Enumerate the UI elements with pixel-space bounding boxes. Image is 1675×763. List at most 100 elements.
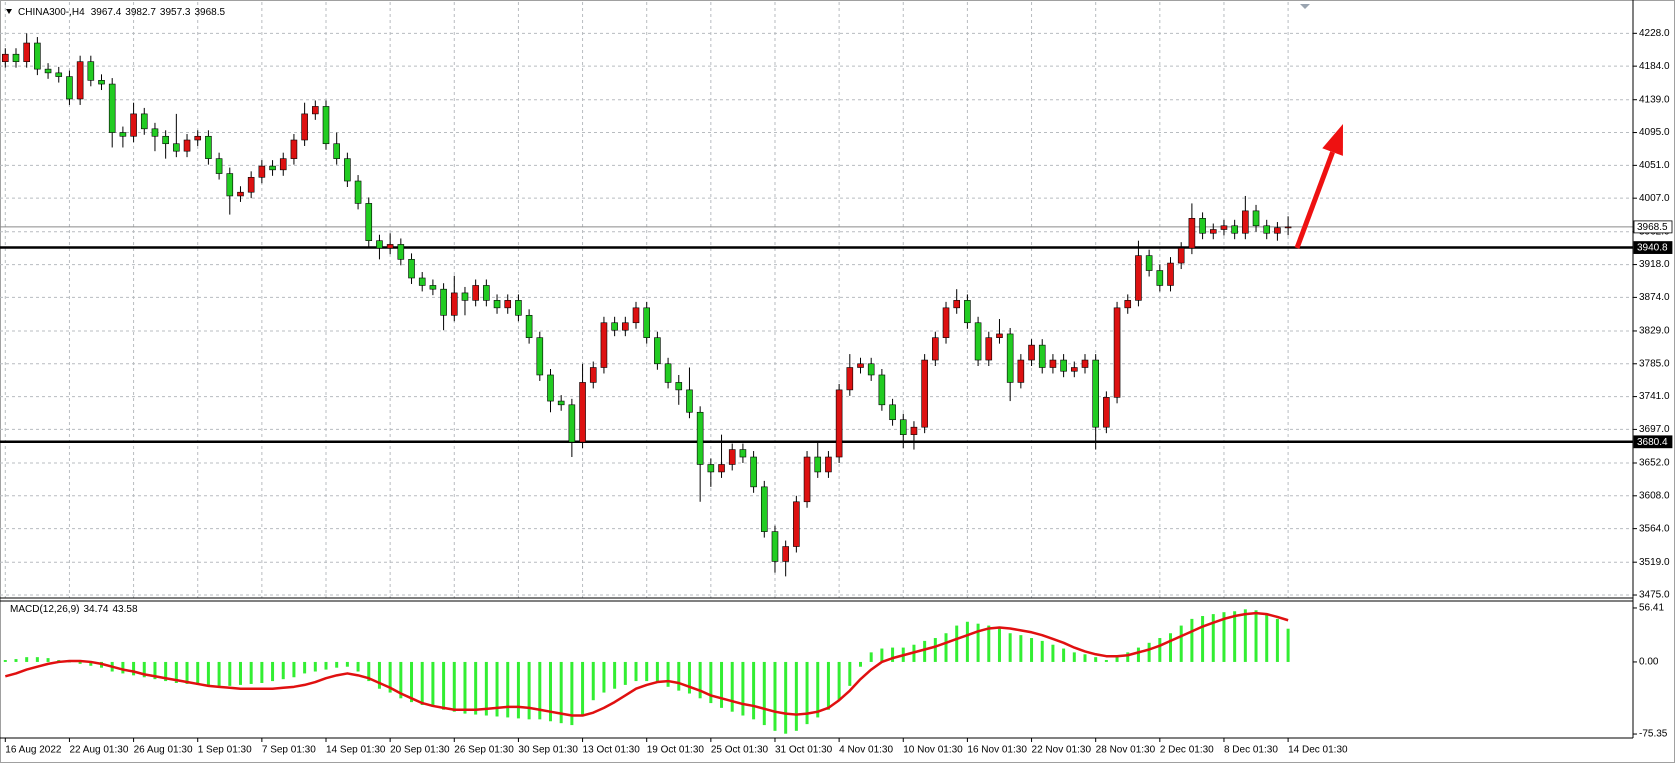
candle-body <box>130 113 137 137</box>
candle-body <box>397 244 405 260</box>
macd-bar <box>623 661 627 685</box>
x-tick-label: 26 Sep 01:30 <box>454 745 514 756</box>
candle-body <box>215 158 223 174</box>
arrow-head <box>1322 124 1343 156</box>
macd-bar <box>14 659 18 662</box>
candle-body <box>728 449 736 465</box>
macd-bar <box>859 661 862 667</box>
macd-bar <box>1190 618 1194 662</box>
macd-bar <box>1072 652 1076 662</box>
candle-body <box>1167 262 1174 286</box>
macd-bar <box>698 661 702 699</box>
macd-bar <box>238 661 242 685</box>
candle-body <box>483 285 490 301</box>
y-tick-label: 3741.0 <box>1639 391 1670 402</box>
macd-bar <box>613 661 617 689</box>
candle-body <box>376 240 383 249</box>
price-label: 3940.8 <box>1637 243 1668 254</box>
candle-body <box>985 337 993 361</box>
candle-body <box>771 531 779 562</box>
macd-bar <box>826 661 830 710</box>
candle-body <box>493 300 501 309</box>
y-tick-label: 3918.0 <box>1639 259 1670 270</box>
macd-bar <box>741 661 745 716</box>
y-tick-label: 3829.0 <box>1639 326 1670 337</box>
macd-bar <box>452 661 456 712</box>
macd-bar <box>591 661 595 701</box>
marks-layer <box>0 33 1633 734</box>
y-tick-label: 3785.0 <box>1639 358 1670 369</box>
macd-bar <box>687 661 691 694</box>
indicator-name: MACD(12,26,9) <box>10 604 79 615</box>
candle-body <box>12 53 20 62</box>
candle-body <box>386 244 394 249</box>
y-tick-label: 3519.0 <box>1639 557 1670 568</box>
candle-body <box>450 292 458 316</box>
x-tick-label: 13 Oct 01:30 <box>583 745 641 756</box>
candle-body <box>1092 359 1099 428</box>
candle-body <box>953 300 961 309</box>
macd-bar <box>527 661 531 720</box>
candle-body <box>1252 210 1260 227</box>
candle-body <box>247 176 255 193</box>
y-tick-label: 3652.0 <box>1639 458 1670 469</box>
candle-body <box>333 143 340 159</box>
candle-body <box>964 300 971 324</box>
macd-bar <box>762 661 766 726</box>
macd-bar <box>1265 614 1269 662</box>
candle-body <box>632 307 640 324</box>
candle-body <box>600 322 608 368</box>
x-tick-label: 26 Aug 01:30 <box>134 745 193 756</box>
macd-bar <box>997 628 1001 662</box>
candle-body <box>322 106 330 145</box>
x-tick-label: 20 Sep 01:30 <box>390 745 450 756</box>
macd-bar <box>1243 609 1247 662</box>
candle-body <box>418 277 426 286</box>
candle-body <box>835 389 843 458</box>
macd-bar <box>463 661 467 714</box>
macd-bar <box>1158 638 1162 662</box>
candle-body <box>793 501 800 547</box>
macd-bar <box>1136 647 1140 662</box>
x-tick-label: 28 Nov 01:30 <box>1096 745 1156 756</box>
macd-bar <box>794 661 798 731</box>
y-tick-label: 4095.0 <box>1639 127 1670 138</box>
candle-body <box>279 158 287 171</box>
macd-bar <box>773 661 777 731</box>
signal-value: 43.58 <box>113 604 138 615</box>
candle-body <box>782 546 789 562</box>
candle-body <box>707 464 715 473</box>
price-label-box <box>1633 241 1673 254</box>
shift-marker <box>1300 4 1310 9</box>
candle-body <box>1038 344 1046 368</box>
x-tick-label: 14 Dec 01:30 <box>1288 745 1348 756</box>
candle-body <box>1049 359 1057 368</box>
candle-body <box>1 53 9 62</box>
menu-triangle[interactable] <box>6 9 12 14</box>
macd-bar <box>377 661 381 689</box>
macd-bar <box>784 661 788 734</box>
y-tick-label: 3874.0 <box>1639 292 1670 303</box>
candle-body <box>686 389 693 413</box>
macd-bar <box>313 661 317 672</box>
macd-bar <box>46 658 50 662</box>
y-tick-label: 3697.0 <box>1639 424 1670 435</box>
macd-bar <box>933 638 937 662</box>
macd-bar <box>1233 611 1237 662</box>
candle-body <box>66 76 73 100</box>
candle-body <box>803 456 811 503</box>
macd-bar <box>356 661 360 672</box>
candle-body <box>1156 270 1164 286</box>
macd-bar <box>153 661 157 680</box>
candle-body <box>1145 255 1153 271</box>
x-tick-label: 16 Nov 01:30 <box>967 745 1027 756</box>
candle-body <box>515 300 522 316</box>
x-tick-label: 16 Aug 2022 <box>5 745 62 756</box>
candle-body <box>290 139 298 159</box>
candle-body <box>23 42 30 62</box>
macd-bar <box>709 661 713 704</box>
candle-body <box>365 203 373 241</box>
macd-bar <box>474 661 478 715</box>
macd-bar <box>1147 642 1151 662</box>
